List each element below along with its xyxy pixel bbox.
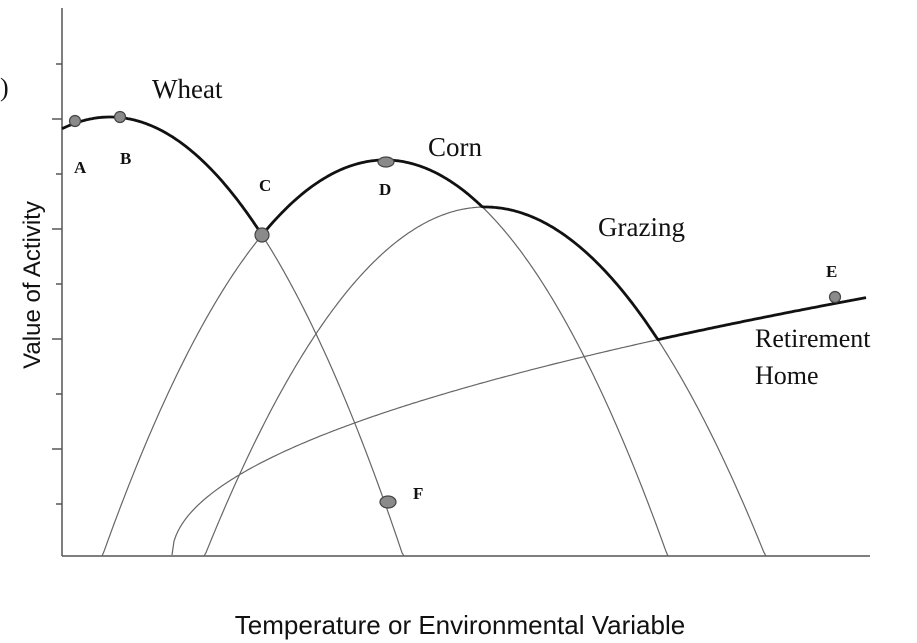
curve-label: Corn	[428, 132, 483, 162]
curve-label: Retirement	[755, 324, 871, 353]
point	[377, 156, 395, 168]
point	[68, 114, 82, 128]
point-label: F	[413, 484, 423, 503]
point-label: A	[74, 158, 87, 177]
point	[379, 495, 397, 509]
curve-label: Wheat	[152, 74, 223, 104]
point	[254, 227, 270, 243]
envelope-curve	[61, 115, 867, 342]
y-axis-label: Value of Activity	[19, 201, 46, 369]
panel-label: )	[0, 73, 9, 102]
curve-label: Grazing	[598, 212, 685, 242]
point	[113, 110, 127, 124]
x-axis-label: Temperature or Environmental Variable	[235, 610, 685, 640]
axes	[52, 8, 870, 557]
point	[828, 290, 842, 304]
point-label: D	[379, 180, 391, 199]
point-label: E	[826, 262, 837, 281]
point-label: B	[120, 149, 131, 168]
points	[68, 110, 842, 509]
point-label: C	[259, 176, 271, 195]
curve-label: Home	[755, 361, 819, 390]
